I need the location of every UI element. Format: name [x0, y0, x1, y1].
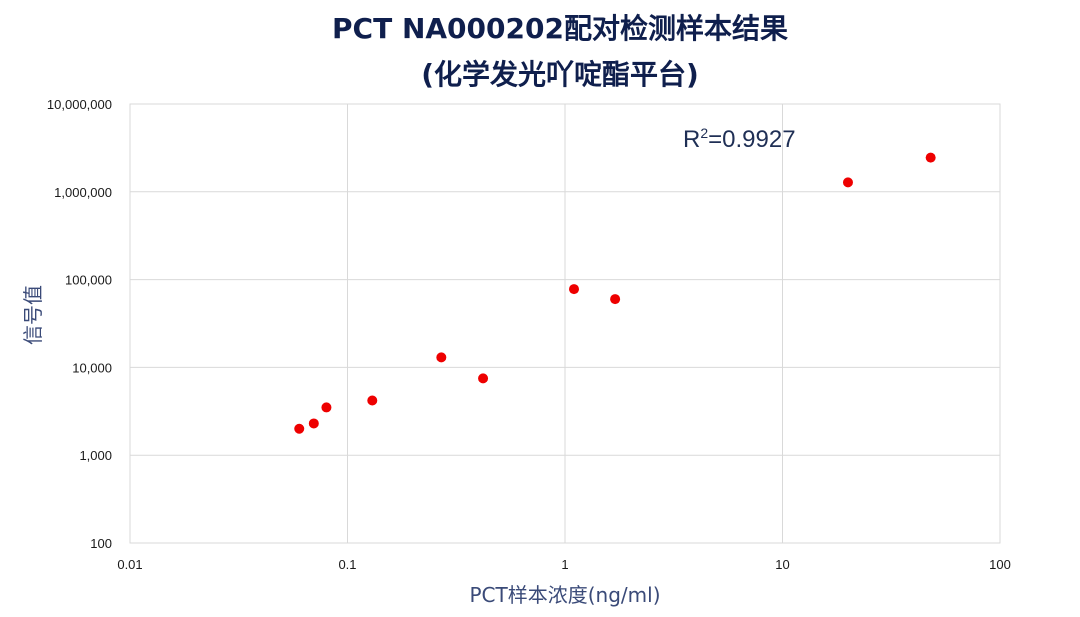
- data-points: [294, 152, 936, 434]
- data-point: [367, 395, 378, 406]
- chart-title-line2: (化学发光吖啶酯平台): [421, 58, 699, 91]
- data-point: [842, 177, 853, 188]
- y-tick-label: 100,000: [65, 273, 112, 288]
- x-tick-label: 1: [561, 557, 568, 572]
- data-point: [436, 352, 447, 363]
- x-tick-labels: 0.01 0.1 1 10 100: [117, 557, 1011, 572]
- r-squared-annotation: R2=0.9927: [683, 125, 796, 153]
- y-axis-label: 信号值: [21, 285, 45, 345]
- y-tick-label: 10,000,000: [47, 97, 112, 112]
- y-tick-label: 10,000: [72, 360, 112, 375]
- x-tick-label: 0.1: [338, 557, 356, 572]
- data-point: [321, 402, 332, 413]
- x-tick-label: 0.01: [117, 557, 142, 572]
- data-point: [610, 294, 621, 305]
- x-tick-label: 10: [775, 557, 789, 572]
- chart-title-line1: PCT NA000202配对检测样本结果: [332, 12, 788, 45]
- y-tick-label: 1,000: [79, 448, 112, 463]
- x-tick-label: 100: [989, 557, 1011, 572]
- grid-lines: [129, 103, 1001, 544]
- data-point: [308, 418, 319, 429]
- y-tick-label: 100: [90, 536, 112, 551]
- data-point: [294, 423, 305, 434]
- y-tick-labels: 100 1,000 10,000 100,000 1,000,000 10,000,000: [47, 97, 112, 551]
- data-point: [569, 284, 580, 295]
- data-point: [925, 152, 936, 163]
- x-axis-label: PCT样本浓度(ng/ml): [470, 583, 661, 607]
- data-point: [478, 373, 489, 384]
- y-tick-label: 1,000,000: [54, 185, 112, 200]
